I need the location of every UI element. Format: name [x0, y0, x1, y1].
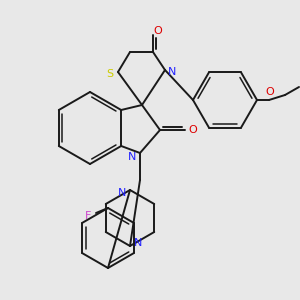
Text: N: N	[168, 67, 176, 77]
Text: O: O	[189, 125, 197, 135]
Text: O: O	[154, 26, 162, 36]
Text: S: S	[106, 69, 114, 79]
Text: O: O	[266, 87, 274, 97]
Text: F: F	[85, 211, 91, 221]
Text: N: N	[128, 152, 136, 162]
Text: N: N	[134, 238, 142, 248]
Text: N: N	[118, 188, 126, 198]
